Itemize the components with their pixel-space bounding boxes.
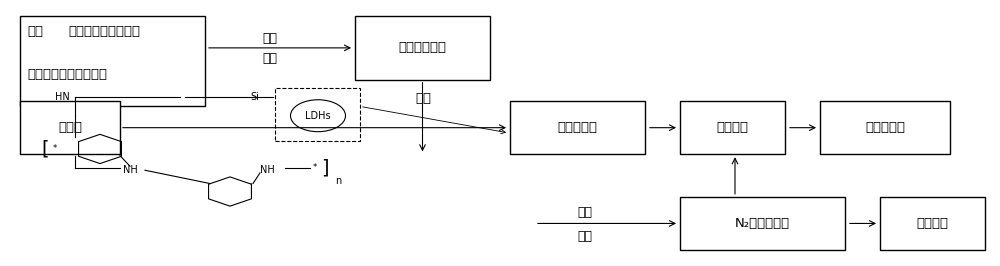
- Text: 多孔炭层: 多孔炭层: [716, 121, 748, 134]
- FancyBboxPatch shape: [275, 88, 360, 141]
- Text: ]: ]: [321, 158, 329, 177]
- Text: 凝聚相阻燃: 凝聚相阻燃: [865, 121, 905, 134]
- Text: 酸源: 酸源: [27, 26, 43, 38]
- FancyBboxPatch shape: [20, 101, 120, 154]
- Text: HN: HN: [55, 92, 70, 102]
- Text: Si: Si: [250, 92, 259, 102]
- Text: 聚合物: 聚合物: [58, 121, 82, 134]
- Text: LDHs: LDHs: [305, 111, 331, 121]
- Text: 分解: 分解: [578, 206, 592, 219]
- Text: n: n: [335, 176, 341, 186]
- Text: N₂等不燃气体: N₂等不燃气体: [735, 217, 790, 230]
- Text: *: *: [53, 144, 57, 153]
- Text: NH: NH: [123, 165, 137, 175]
- FancyBboxPatch shape: [820, 101, 950, 154]
- Text: NH: NH: [260, 165, 275, 175]
- FancyBboxPatch shape: [680, 101, 785, 154]
- FancyBboxPatch shape: [510, 101, 645, 154]
- Text: 高温: 高温: [262, 52, 278, 65]
- FancyBboxPatch shape: [880, 197, 985, 250]
- Text: ：磷酸盐、磷酸酯、: ：磷酸盐、磷酸酯、: [68, 26, 140, 38]
- FancyBboxPatch shape: [355, 16, 490, 80]
- Text: 脱水剂（酸）: 脱水剂（酸）: [398, 41, 446, 54]
- Text: 含炭熔融物: 含炭熔融物: [558, 121, 598, 134]
- Text: 气相阻燃: 气相阻燃: [916, 217, 948, 230]
- Text: 催化: 催化: [415, 92, 431, 105]
- Text: 挥发: 挥发: [578, 230, 592, 243]
- FancyBboxPatch shape: [680, 197, 845, 250]
- Text: *: *: [313, 163, 317, 172]
- Text: [: [: [41, 139, 49, 159]
- Text: 分解: 分解: [262, 32, 278, 45]
- FancyBboxPatch shape: [20, 16, 205, 106]
- Text: 次磷酸盐、聚磷酸铵等: 次磷酸盐、聚磷酸铵等: [27, 68, 107, 81]
- Ellipse shape: [290, 100, 346, 132]
